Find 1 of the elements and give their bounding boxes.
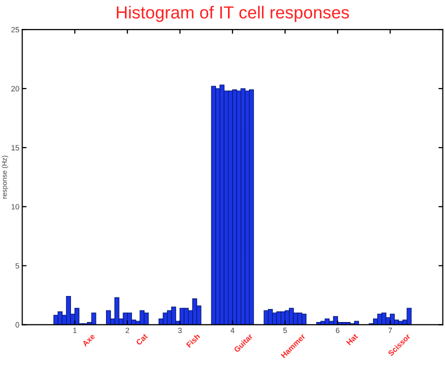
chart-title: Histogram of IT cell responses [116, 6, 349, 22]
